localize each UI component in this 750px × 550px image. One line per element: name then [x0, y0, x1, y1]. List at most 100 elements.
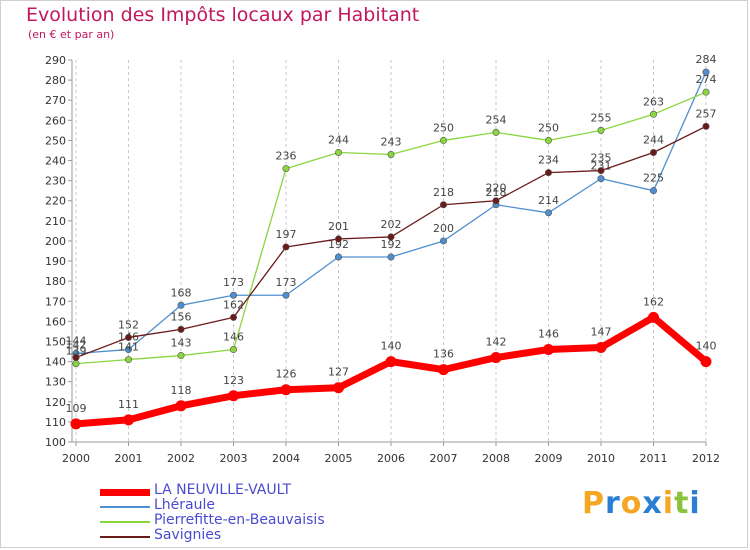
data-label: 274	[696, 73, 717, 86]
legend-label: Pierrefitte-en-Beauvaisis	[154, 512, 325, 528]
y-tick-label: 170	[45, 295, 66, 308]
y-tick-label: 180	[45, 275, 66, 288]
data-label: 146	[223, 331, 244, 344]
data-label: 254	[486, 113, 507, 126]
data-label: 142	[486, 336, 507, 349]
data-label: 263	[643, 95, 664, 108]
data-label: 140	[696, 340, 717, 353]
x-tick-label: 2008	[482, 452, 510, 465]
data-label: 218	[486, 186, 507, 199]
y-tick-label: 280	[45, 74, 66, 87]
data-point	[597, 126, 605, 134]
x-tick-label: 2006	[377, 452, 405, 465]
y-tick-label: 190	[45, 255, 66, 268]
data-point	[282, 291, 290, 299]
data-point	[702, 68, 710, 76]
data-label: 255	[591, 111, 612, 124]
line-chart: 1001101201301401501601701801902002102202…	[45, 53, 720, 465]
proxiti-logo: Proxiti	[582, 486, 701, 521]
data-label: 284	[696, 53, 717, 66]
logo-letter: o	[620, 486, 643, 521]
data-point	[387, 150, 395, 158]
legend-label: Savignies	[154, 527, 222, 543]
data-point	[387, 253, 395, 261]
data-label: 234	[538, 154, 559, 167]
y-tick-label: 120	[45, 396, 66, 409]
data-point	[177, 352, 185, 360]
legend-swatch	[100, 521, 150, 523]
y-tick-label: 200	[45, 235, 66, 248]
data-label: 127	[328, 366, 349, 379]
y-tick-label: 270	[45, 94, 66, 107]
y-tick-label: 160	[45, 315, 66, 328]
data-point	[702, 122, 710, 130]
data-label: 162	[223, 298, 244, 311]
data-point	[439, 237, 447, 245]
data-point	[334, 253, 342, 261]
data-point	[177, 325, 185, 333]
data-label: 244	[328, 133, 349, 146]
data-point	[595, 342, 607, 354]
data-point	[649, 110, 657, 118]
data-point	[385, 356, 397, 368]
y-tick-label: 250	[45, 134, 66, 147]
data-label: 141	[118, 341, 139, 354]
data-label: 109	[66, 402, 87, 415]
data-point	[648, 311, 659, 323]
data-label: 197	[276, 228, 297, 241]
data-label: 202	[381, 218, 402, 231]
data-point	[72, 360, 80, 368]
data-point	[543, 344, 554, 356]
x-tick-label: 2002	[167, 452, 195, 465]
y-tick-label: 110	[45, 416, 66, 429]
data-label: 173	[223, 276, 244, 289]
data-point	[175, 400, 187, 412]
x-tick-label: 2012	[692, 452, 720, 465]
y-tick-label: 240	[45, 155, 66, 168]
data-label: 173	[276, 276, 297, 289]
data-label: 146	[538, 328, 559, 341]
data-point	[492, 128, 500, 136]
data-point	[544, 136, 552, 144]
chart-title: Evolution des Impôts locaux par Habitant	[26, 4, 420, 26]
x-tick-label: 2005	[325, 452, 353, 465]
data-label: 192	[328, 238, 349, 251]
y-tick-label: 290	[45, 54, 66, 67]
data-point	[125, 333, 133, 341]
data-point	[333, 382, 344, 394]
data-point	[123, 414, 134, 426]
data-point	[439, 136, 447, 144]
data-label: 220	[486, 182, 507, 195]
logo-letter: t	[674, 486, 690, 521]
data-label: 143	[171, 337, 192, 350]
data-label: 168	[171, 286, 192, 299]
data-point	[125, 346, 133, 354]
data-label: 136	[433, 348, 454, 361]
data-label: 144	[66, 335, 87, 348]
x-tick-label: 2011	[640, 452, 668, 465]
x-tick-label: 2004	[272, 452, 300, 465]
y-tick-label: 230	[45, 175, 66, 188]
logo-letter: r	[605, 486, 621, 521]
data-point	[125, 356, 133, 364]
data-point	[439, 201, 447, 209]
data-label: 218	[433, 186, 454, 199]
logo-letter: x	[642, 486, 663, 521]
legend-label: LA NEUVILLE-VAULT	[154, 482, 292, 498]
chart-subtitle: (en € et par an)	[28, 28, 115, 41]
data-label: 192	[381, 238, 402, 251]
data-label: 236	[276, 150, 297, 163]
data-point	[700, 356, 712, 368]
data-point	[230, 313, 238, 321]
data-point	[70, 418, 82, 430]
logo-letter: i	[689, 486, 701, 521]
data-point	[649, 148, 657, 156]
y-tick-label: 140	[45, 356, 66, 369]
data-point	[334, 148, 342, 156]
y-tick-label: 210	[45, 215, 66, 228]
data-point	[230, 291, 238, 299]
data-label: 235	[591, 152, 612, 165]
data-label: 140	[381, 340, 402, 353]
data-label: 147	[591, 326, 612, 339]
